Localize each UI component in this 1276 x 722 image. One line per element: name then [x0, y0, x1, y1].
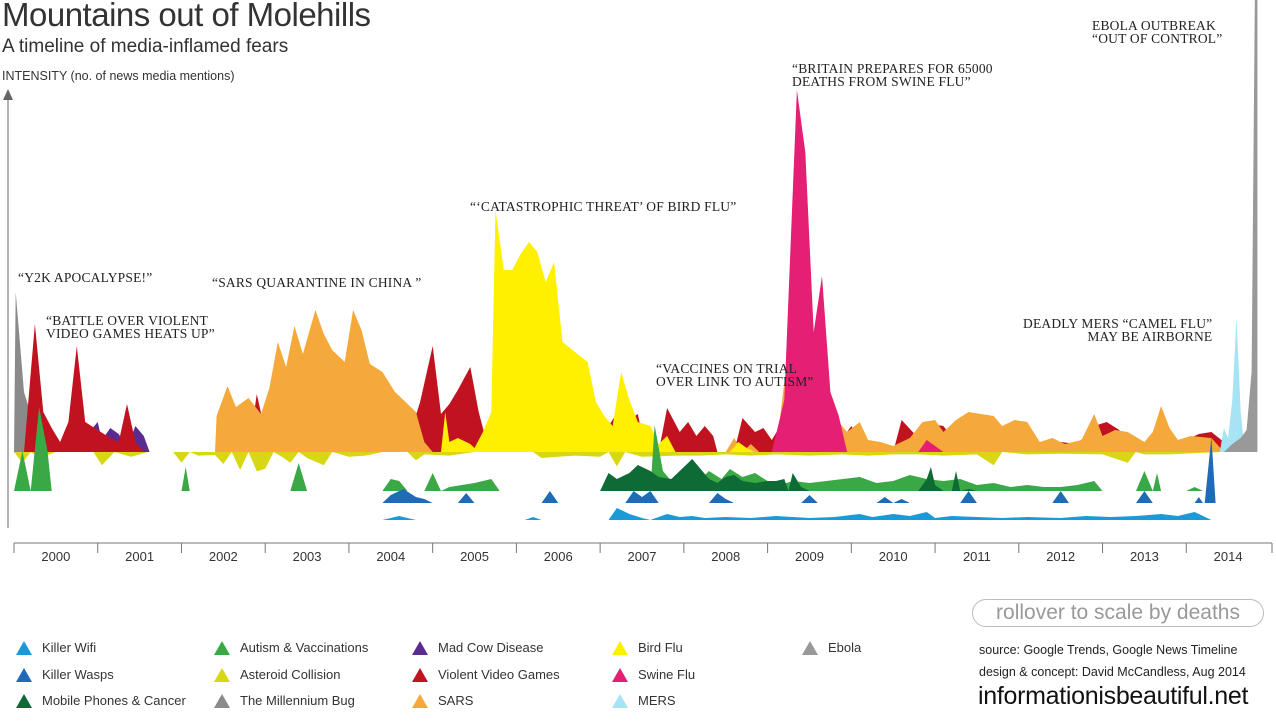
- x-tick-label-2009: 2009: [795, 549, 824, 564]
- legend-item-killer-wasps[interactable]: Killer Wasps: [16, 667, 114, 682]
- legend-item-mers[interactable]: MERS: [612, 693, 676, 708]
- triangle-icon: [16, 693, 32, 708]
- legend-label: MERS: [638, 693, 676, 708]
- x-tick-label-2002: 2002: [209, 549, 238, 564]
- chart-subtitle: A timeline of media-inflamed fears: [2, 36, 289, 57]
- series-asteroid-collision[interactable]: [14, 452, 1220, 472]
- annotation-vaccines: “VACCINES ON TRIAL OVER LINK TO AUTISM”: [656, 361, 814, 389]
- brand-link[interactable]: informationisbeautiful.net: [978, 682, 1249, 710]
- legend-item-mobile-phones-and-cancer[interactable]: Mobile Phones & Cancer: [16, 693, 186, 708]
- annotation-sars: “SARS QUARANTINE IN CHINA ”: [212, 275, 422, 290]
- legend-label: Mad Cow Disease: [438, 640, 544, 655]
- y-axis-arrow: [3, 89, 13, 100]
- y-axis-label: INTENSITY (no. of news media mentions): [2, 69, 235, 83]
- design-credit: design & concept: David McCandless, Aug …: [979, 665, 1246, 679]
- legend-item-asteroid-collision[interactable]: Asteroid Collision: [214, 667, 340, 682]
- rollover-scale-by-deaths-button[interactable]: rollover to scale by deaths: [972, 599, 1264, 627]
- x-tick-label-2010: 2010: [879, 549, 908, 564]
- chart-series-layer: [14, 0, 1258, 520]
- legend-label: Killer Wasps: [42, 667, 114, 682]
- legend-label: Ebola: [828, 640, 862, 655]
- legend-item-ebola[interactable]: Ebola: [802, 640, 861, 655]
- legend-label: Violent Video Games: [438, 667, 560, 682]
- triangle-icon: [612, 640, 628, 655]
- legend-item-the-millennium-bug[interactable]: The Millennium Bug: [214, 693, 355, 708]
- x-tick-label-2008: 2008: [711, 549, 740, 564]
- triangle-icon: [612, 667, 628, 682]
- x-tick-label-2013: 2013: [1130, 549, 1159, 564]
- x-tick-label-2000: 2000: [41, 549, 70, 564]
- triangle-icon: [214, 693, 230, 708]
- annotation-bird-flu: “‘CATASTROPHIC THREAT’ OF BIRD FLU”: [470, 199, 737, 214]
- annotation-video-games: “BATTLE OVER VIOLENT VIDEO GAMES HEATS U…: [46, 313, 215, 341]
- series-sars[interactable]: [215, 310, 1224, 452]
- source-credit: source: Google Trends, Google News Timel…: [979, 643, 1238, 657]
- chart-title: Mountains out of Molehills: [2, 0, 371, 33]
- triangle-icon: [214, 640, 230, 655]
- legend-label: Mobile Phones & Cancer: [42, 693, 186, 708]
- triangle-icon: [16, 667, 32, 682]
- legend-item-mad-cow-disease[interactable]: Mad Cow Disease: [412, 640, 544, 655]
- legend-label: SARS: [438, 693, 474, 708]
- series-killer-wifi[interactable]: [382, 508, 1212, 520]
- legend-item-violent-video-games[interactable]: Violent Video Games: [412, 667, 560, 682]
- series-ebola[interactable]: [1223, 0, 1258, 452]
- triangle-icon: [612, 693, 628, 708]
- series-the-millennium-bug[interactable]: [14, 292, 65, 452]
- triangle-icon: [16, 640, 32, 655]
- x-tick-label-2003: 2003: [293, 549, 322, 564]
- annotation-mers: DEADLY MERS “CAMEL FLU” MAY BE AIRBORNE: [1023, 316, 1213, 344]
- triangle-icon: [412, 667, 428, 682]
- triangle-icon: [802, 640, 818, 655]
- annotation-ebola: EBOLA OUTBREAK “OUT OF CONTROL”: [1092, 18, 1223, 46]
- chart-axes: 2000 2001 2002 2003 2004 2005 2006 2007 2008 2009…: [3, 89, 1273, 564]
- legend-label: Autism & Vaccinations: [240, 640, 369, 655]
- legend-label: Swine Flu: [638, 667, 696, 682]
- legend-item-bird-flu[interactable]: Bird Flu: [612, 640, 683, 655]
- legend-item-killer-wifi[interactable]: Killer Wifi: [16, 640, 96, 655]
- x-tick-label-2006: 2006: [544, 549, 573, 564]
- x-tick-label-2014: 2014: [1214, 549, 1243, 564]
- x-tick-label-2007: 2007: [628, 549, 657, 564]
- legend-label: Bird Flu: [638, 640, 683, 655]
- legend-item-sars[interactable]: SARS: [412, 693, 473, 708]
- x-tick-label-2005: 2005: [460, 549, 489, 564]
- legend-label: Killer Wifi: [42, 640, 97, 655]
- annotation-swine-flu: “BRITAIN PREPARES FOR 65000 DEATHS FROM …: [792, 61, 993, 89]
- legend-item-swine-flu[interactable]: Swine Flu: [612, 667, 695, 682]
- x-tick-label-2001: 2001: [125, 549, 154, 564]
- annotation-y2k: “Y2K APOCALYPSE!”: [18, 270, 153, 285]
- triangle-icon: [214, 667, 230, 682]
- x-tick-label-2004: 2004: [376, 549, 405, 564]
- legend-label: The Millennium Bug: [240, 693, 355, 708]
- triangle-icon: [412, 640, 428, 655]
- series-mobile-phones-and-cancer[interactable]: [600, 459, 977, 491]
- triangle-icon: [412, 693, 428, 708]
- series-killer-wasps[interactable]: [382, 437, 1216, 503]
- legend-label: Asteroid Collision: [240, 667, 341, 682]
- series-mers[interactable]: [1219, 318, 1245, 452]
- series-bird-flu[interactable]: [441, 210, 755, 452]
- x-tick-label-2012: 2012: [1046, 549, 1075, 564]
- legend-item-autism-and-vaccinations[interactable]: Autism & Vaccinations: [214, 640, 368, 655]
- series-swine-flu[interactable]: [771, 90, 944, 452]
- series-mad-cow-disease[interactable]: [60, 404, 400, 452]
- x-tick-label-2011: 2011: [963, 549, 991, 564]
- legend: Killer Wifi Killer Wasps Mobile Phones & C…: [0, 630, 960, 720]
